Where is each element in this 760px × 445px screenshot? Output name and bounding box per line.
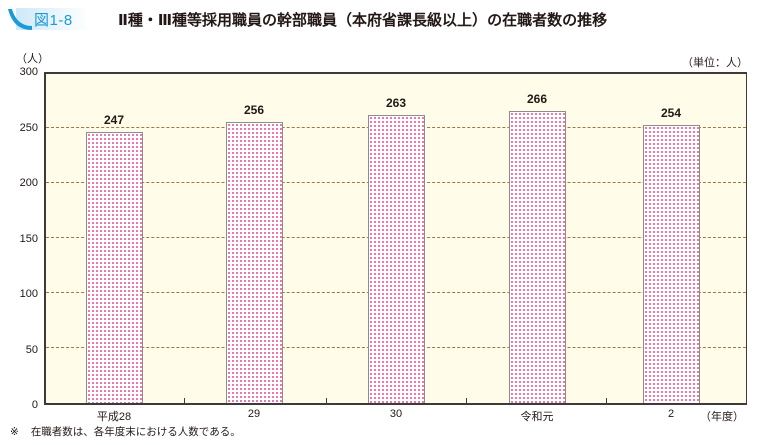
- x-tick-mark: [466, 398, 467, 403]
- bar-value-label: 254: [660, 106, 682, 120]
- x-label: 2: [667, 408, 675, 420]
- x-label: 平成28: [96, 411, 132, 423]
- x-label: 30: [389, 408, 403, 420]
- footnote: ※ 在職者数は、各年度末における人数である。: [10, 424, 241, 439]
- bar-value-label: 256: [243, 103, 265, 117]
- bar-2[interactable]: [643, 124, 700, 403]
- y-tick-100: 100: [19, 288, 38, 300]
- bar-value-label: 247: [103, 113, 125, 127]
- badge-swoosh-icon: [8, 8, 90, 30]
- y-tick-300: 300: [19, 66, 38, 78]
- x-axis-unit: （年度）: [700, 410, 744, 423]
- figure-number: 図1-8: [34, 12, 73, 29]
- footnote-text: 在職者数は、各年度末における人数である。: [30, 426, 241, 438]
- plot-area: [44, 72, 747, 405]
- bar-reiwa-gan[interactable]: [509, 111, 566, 403]
- y-tick-250: 250: [19, 121, 38, 134]
- x-tick-mark: [184, 398, 185, 403]
- figure-header: 図1-8 Ⅱ種・Ⅲ種等採用職員の幹部職員（本府省課長級以上）の在職者数の推移: [6, 6, 607, 32]
- y-tick-50: 50: [25, 343, 38, 356]
- x-tick-mark: [606, 398, 607, 403]
- y-axis-unit: （人）: [16, 52, 49, 65]
- x-tick-mark: [326, 398, 327, 403]
- bar-heisei28[interactable]: [86, 132, 143, 403]
- bar-value-label: 263: [385, 96, 407, 110]
- y-tick-0: 0: [31, 399, 38, 411]
- unit-note: （単位：人）: [682, 56, 748, 69]
- footnote-mark: ※: [10, 426, 19, 438]
- figure-badge: 図1-8: [6, 6, 90, 32]
- y-tick-200: 200: [19, 177, 38, 189]
- y-tick-150: 150: [19, 232, 38, 245]
- chart-title: Ⅱ種・Ⅲ種等採用職員の幹部職員（本府省課長級以上）の在職者数の推移: [118, 10, 608, 29]
- bar-30[interactable]: [368, 114, 425, 403]
- x-label: 令和元: [520, 411, 554, 423]
- bar-value-label: 266: [526, 92, 548, 106]
- bar-29[interactable]: [226, 122, 283, 403]
- x-label: 29: [247, 408, 261, 420]
